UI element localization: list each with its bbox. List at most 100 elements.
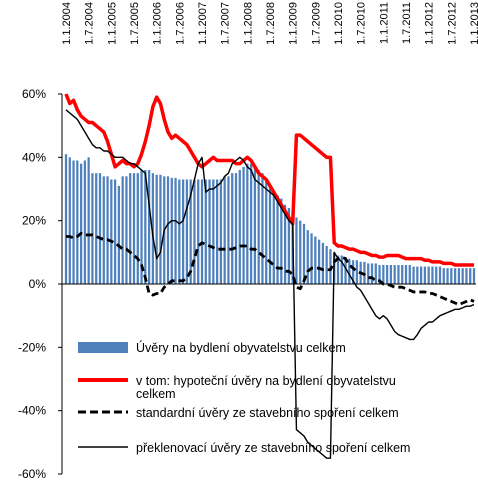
bar [385,265,389,284]
bar [453,268,457,284]
bar [189,179,192,284]
x-tick-label: 1.7.2006 [174,2,186,45]
bar [76,160,79,284]
bar [242,166,245,284]
bar [87,157,90,284]
y-tick-label: 0% [29,277,47,291]
x-tick-label: 1.1.2008 [242,2,254,45]
y-tick-label: 20% [22,214,46,228]
legend-swatch-bar [78,342,128,353]
bar [136,173,139,284]
bar [446,268,449,284]
bar [280,198,283,284]
bar [261,173,264,284]
bar [340,255,343,284]
bar [95,173,98,284]
x-tick-label: 1.1.2004 [61,2,73,45]
bar [272,192,275,284]
bar [253,166,257,284]
bar [302,223,306,284]
legend-label-red-line: v tom: hypoteční úvěry na bydlení obyvat… [136,374,396,401]
bars-series-uvery-na-bydleni [64,154,476,284]
x-tick-label: 1.1.2013 [469,2,478,45]
bar [231,173,234,284]
bar [193,179,196,284]
bar [416,266,419,284]
y-tick-label: -40% [18,404,46,418]
bar [344,257,347,284]
series-line-3 [65,109,475,459]
bar [181,179,185,284]
x-tick-label: 1.7.2011 [401,2,413,44]
bar [185,179,189,284]
bar [204,179,207,284]
bar [461,268,464,284]
bar [125,176,128,284]
x-tick-label: 1.7.2010 [356,2,368,45]
bar [363,261,366,284]
legend-label-thin-line: překlenovací úvěry ze stavebního spoření… [136,441,410,455]
x-tick-label: 1.7.2008 [265,2,277,45]
bar [79,163,83,284]
bar [265,179,268,284]
bar [348,258,351,284]
bar [174,177,177,284]
bar [431,266,434,284]
bar [249,163,253,284]
bar [140,170,143,284]
bar [435,266,438,284]
bar [423,266,427,284]
x-tick-label: 1.7.2007 [220,2,232,45]
bar [408,265,411,284]
bar [106,176,109,284]
bar [283,204,287,284]
x-tick-label: 1.1.2011 [378,2,390,44]
legend-label-dashed-line: standardní úvěry ze stavebního spoření c… [136,406,399,420]
bar [306,230,309,284]
legend: Úvěry na bydlení obyvatelstvu celkem v t… [78,340,410,455]
y-tick-label: 60% [22,87,46,101]
bar [98,173,102,284]
bar [147,170,151,284]
bar [427,266,430,284]
bar [144,170,147,284]
bar [83,160,87,284]
bar [287,208,291,284]
bar [370,263,374,284]
x-tick-label: 1.7.2012 [446,2,458,45]
x-tick-label: 1.7.2009 [310,2,322,45]
bar [64,154,68,284]
x-tick-label: 1.1.2012 [424,2,436,45]
y-tick-label: -20% [18,340,46,354]
bar [223,176,226,284]
bar [367,263,370,284]
bar [374,263,377,284]
bar [197,179,200,284]
bar [102,176,105,284]
legend-label-bar: Úvěry na bydlení obyvatelstvu celkem [136,340,346,355]
bar [419,266,423,284]
bar [450,268,453,284]
x-tick-label: 1.7.2004 [84,2,96,45]
bar [325,246,328,284]
bar [208,179,211,284]
bar [155,174,158,284]
bar [442,268,445,284]
bar [72,160,75,284]
line-series-group [64,93,475,459]
bar [404,265,408,284]
bar [234,173,238,284]
bar [310,233,313,284]
bar [276,195,279,284]
bar [91,173,94,284]
bar [129,173,132,284]
bar [465,268,468,284]
bar [321,242,325,284]
bar [351,260,355,284]
bar [159,174,162,284]
bar [472,268,476,284]
bar [238,170,241,284]
bar [314,236,317,284]
bar [457,268,461,284]
